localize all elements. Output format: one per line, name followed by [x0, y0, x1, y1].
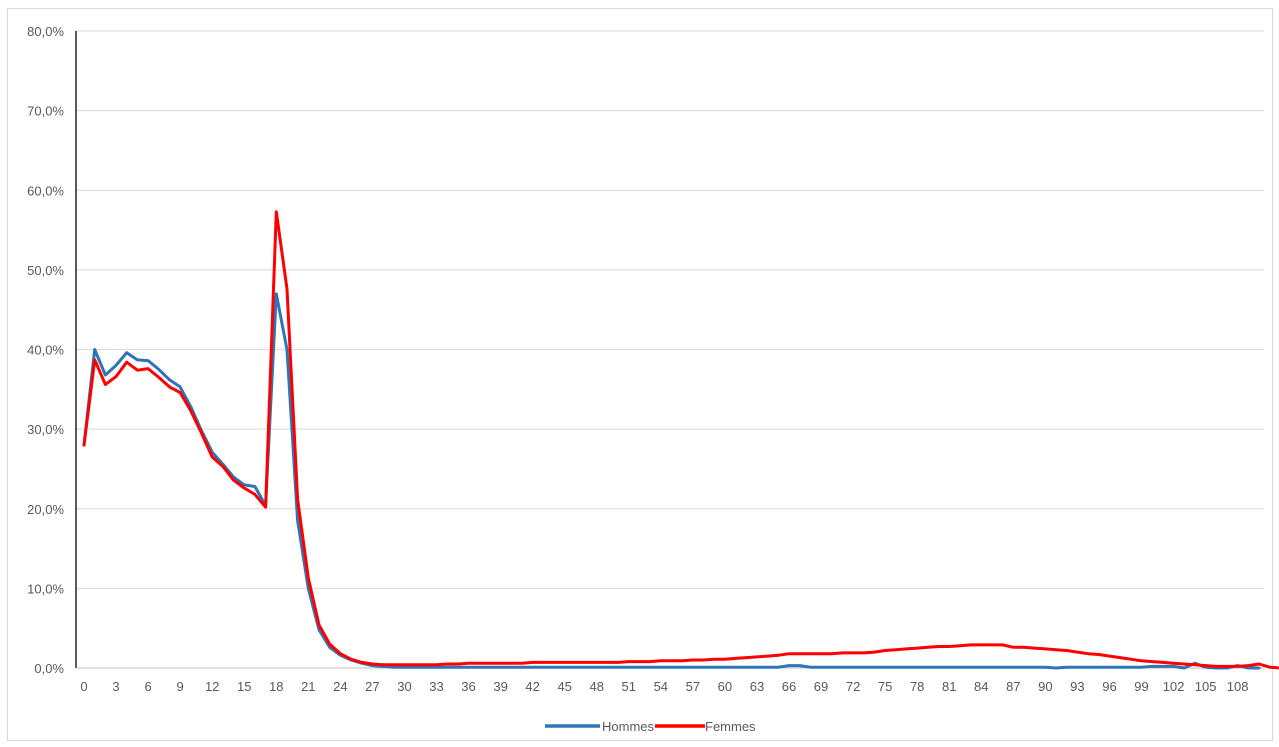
x-tick-label: 3 [112, 679, 119, 694]
x-tick-label: 12 [205, 679, 219, 694]
x-tick-label: 51 [622, 679, 636, 694]
x-tick-label: 72 [846, 679, 860, 694]
legend-item-femmes: Femmes [655, 719, 756, 734]
x-tick-label: 87 [1006, 679, 1020, 694]
y-tick-label: 70,0% [27, 104, 64, 119]
x-tick-label: 18 [269, 679, 283, 694]
x-tick-label: 27 [365, 679, 379, 694]
x-tick-label: 9 [177, 679, 184, 694]
x-tick-label: 0 [80, 679, 87, 694]
y-tick-label: 30,0% [27, 422, 64, 437]
y-tick-label: 20,0% [27, 502, 64, 517]
x-tick-label: 81 [942, 679, 956, 694]
x-tick-label: 42 [525, 679, 539, 694]
y-tick-label: 50,0% [27, 263, 64, 278]
x-tick-label: 75 [878, 679, 892, 694]
x-tick-label: 21 [301, 679, 315, 694]
x-tick-label: 15 [237, 679, 251, 694]
x-tick-label: 45 [557, 679, 571, 694]
x-tick-label: 30 [397, 679, 411, 694]
y-tick-label: 60,0% [27, 183, 64, 198]
chart-frame [7, 8, 1273, 741]
x-tick-label: 63 [750, 679, 764, 694]
y-tick-label: 0,0% [34, 661, 64, 676]
x-tick-label: 66 [782, 679, 796, 694]
series-line-hommes [82, 292, 1261, 670]
x-tick-label: 108 [1227, 679, 1249, 694]
x-tick-label: 69 [814, 679, 828, 694]
legend-item-hommes: Hommes [545, 719, 655, 734]
x-tick-label: 60 [718, 679, 732, 694]
x-tick-label: 54 [654, 679, 668, 694]
x-tick-label: 93 [1070, 679, 1084, 694]
x-tick-label: 6 [144, 679, 151, 694]
legend: Hommes Femmes [545, 719, 756, 734]
y-tick-label: 80,0% [27, 24, 64, 39]
y-tick-label: 40,0% [27, 343, 64, 358]
x-tick-label: 99 [1134, 679, 1148, 694]
x-tick-label: 24 [333, 679, 347, 694]
x-tick-label: 90 [1038, 679, 1052, 694]
gridlines [76, 30, 1264, 589]
x-tick-label: 48 [589, 679, 603, 694]
x-tick-label: 33 [429, 679, 443, 694]
y-axis-labels: 0,0% 10,0% 20,0% 30,0% 40,0% 50,0% 60,0% 70,0% 8… [27, 24, 64, 676]
x-tick-label: 36 [461, 679, 475, 694]
x-tick-label: 78 [910, 679, 924, 694]
x-tick-label: 39 [493, 679, 507, 694]
series-lines [82, 210, 1279, 670]
x-tick-label: 84 [974, 679, 988, 694]
y-tick-label: 10,0% [27, 581, 64, 596]
x-axis-labels: 0 3 6 9 12 15 18 21 24 27 30 33 36 39 42 45 48 51 54 57 60 63… [80, 679, 1248, 694]
x-tick-label: 105 [1195, 679, 1217, 694]
x-tick-label: 102 [1163, 679, 1185, 694]
series-line-femmes [82, 210, 1279, 670]
legend-label-hommes: Hommes [602, 719, 655, 734]
x-tick-label: 57 [686, 679, 700, 694]
x-tick-label: 96 [1102, 679, 1116, 694]
legend-label-femmes: Femmes [705, 719, 756, 734]
